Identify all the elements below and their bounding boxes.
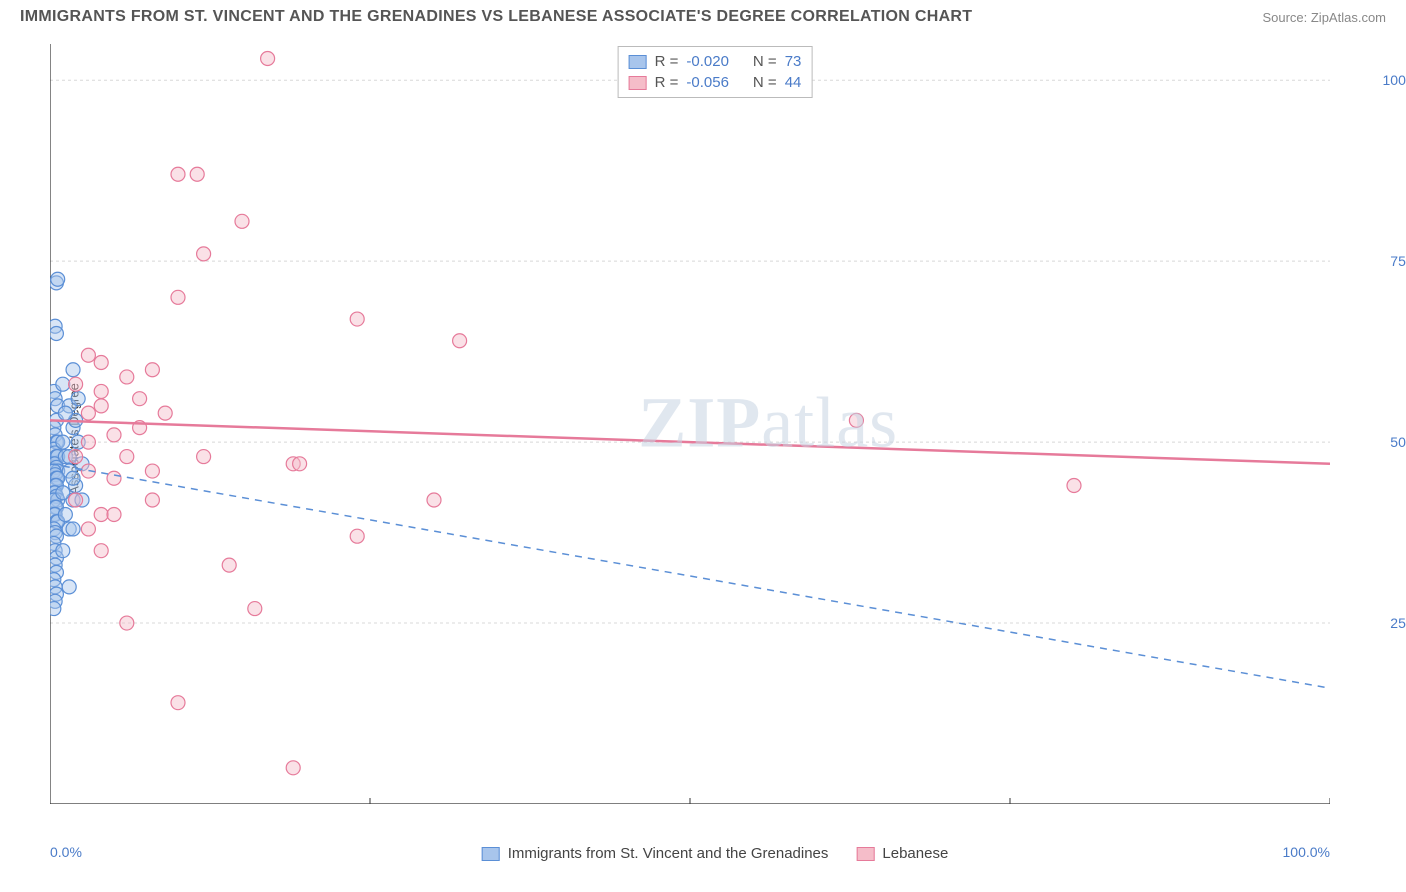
n-label: N = (753, 74, 777, 91)
legend-swatch-series1 (482, 847, 500, 861)
correlation-legend: R = -0.020 N = 73 R = -0.056 N = 44 (618, 46, 813, 98)
chart-title: IMMIGRANTS FROM ST. VINCENT AND THE GREN… (20, 8, 972, 26)
series-legend: Immigrants from St. Vincent and the Gren… (482, 845, 949, 862)
x-tick-label: 100.0% (1283, 844, 1330, 860)
legend-item-series1: Immigrants from St. Vincent and the Gren… (482, 845, 829, 862)
legend-swatch-series1 (629, 55, 647, 69)
legend-label-series1: Immigrants from St. Vincent and the Gren… (508, 845, 829, 862)
n-value-series1: 73 (785, 53, 802, 70)
r-label: R = (655, 74, 679, 91)
y-tick-label: 50.0% (1390, 434, 1406, 450)
legend-row-series1: R = -0.020 N = 73 (629, 51, 802, 72)
r-value-series1: -0.020 (686, 53, 729, 70)
y-tick-label: 75.0% (1390, 253, 1406, 269)
legend-swatch-series2 (856, 847, 874, 861)
legend-label-series2: Lebanese (882, 845, 948, 862)
legend-item-series2: Lebanese (856, 845, 948, 862)
chart-container: Associate's Degree R = -0.020 N = 73 R =… (50, 44, 1380, 834)
scatter-plot-svg (50, 44, 1330, 804)
r-value-series2: -0.056 (686, 74, 729, 91)
legend-swatch-series2 (629, 76, 647, 90)
n-label: N = (753, 53, 777, 70)
y-tick-label: 25.0% (1390, 615, 1406, 631)
r-label: R = (655, 53, 679, 70)
source-attribution: Source: ZipAtlas.com (1262, 10, 1386, 25)
header-bar: IMMIGRANTS FROM ST. VINCENT AND THE GREN… (0, 0, 1406, 30)
x-tick-label: 0.0% (50, 844, 82, 860)
legend-row-series2: R = -0.056 N = 44 (629, 72, 802, 93)
n-value-series2: 44 (785, 74, 802, 91)
y-tick-label: 100.0% (1383, 72, 1406, 88)
